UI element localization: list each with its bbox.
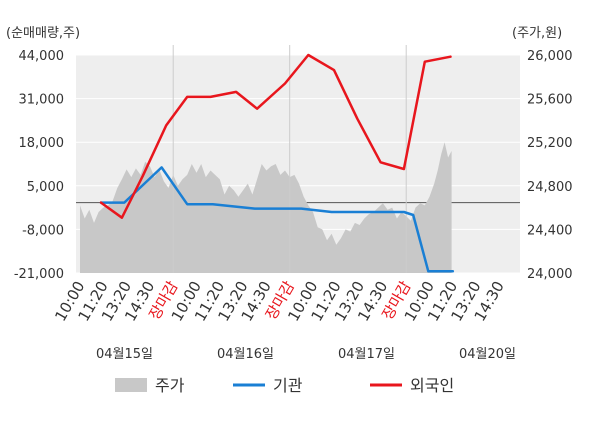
date-labels: 04월15일 04월16일 04월17일 04월20일	[96, 347, 516, 362]
left-tick-label: -8,000	[22, 223, 64, 238]
date-label: 04월17일	[338, 347, 395, 362]
series-line-기관	[99, 166, 455, 273]
left-tick-label: 31,000	[19, 93, 65, 108]
legend-swatch-area	[115, 378, 147, 392]
series-line-외국인	[99, 53, 452, 219]
legend: 주가 기관 외국인	[115, 376, 454, 395]
left-tick-label: 44,000	[19, 49, 65, 64]
investor-lines	[99, 53, 455, 273]
legend-label: 주가	[155, 376, 185, 395]
left-tick-label: 18,000	[19, 136, 65, 151]
right-tick-label: 24,000	[527, 267, 573, 282]
right-tick-label: 24,400	[527, 223, 573, 238]
left-tick-label: -21,000	[14, 267, 64, 282]
left-axis-unit-label: (순매매량,주)	[6, 26, 80, 41]
date-label: 04월16일	[217, 347, 274, 362]
right-axis-ticks: 26,000 25,600 25,200 24,800 24,400 24,000	[527, 49, 573, 282]
left-axis-ticks: 44,000 31,000 18,000 5,000 -8,000 -21,000	[14, 49, 64, 282]
date-label: 04월20일	[459, 347, 516, 362]
right-tick-label: 25,600	[527, 93, 573, 108]
legend-label: 기관	[273, 376, 303, 395]
right-axis-unit-label: (주가,원)	[512, 26, 562, 41]
legend-label: 외국인	[410, 376, 454, 395]
right-tick-label: 24,800	[527, 180, 573, 195]
left-tick-label: 5,000	[27, 180, 64, 195]
right-tick-label: 26,000	[527, 49, 573, 64]
x-axis-ticks: 10:0011:2013:2014:30장마감10:0011:2013:2014…	[51, 278, 508, 325]
date-label: 04월15일	[96, 347, 153, 362]
right-tick-label: 25,200	[527, 136, 573, 151]
